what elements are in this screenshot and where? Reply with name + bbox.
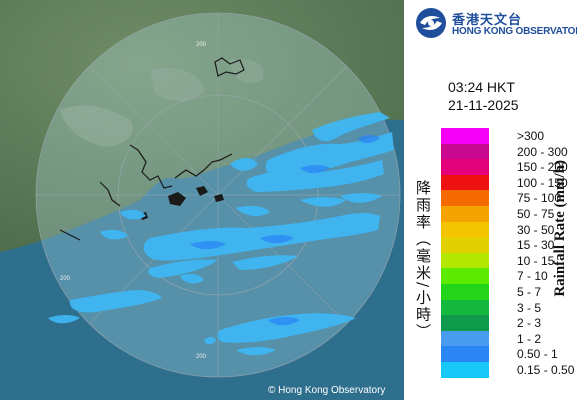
hko-emblem-icon	[416, 8, 446, 38]
radar-map: 200 200 200	[0, 0, 404, 400]
land-background	[0, 0, 404, 252]
legend-label: 0.15 - 0.50	[517, 363, 575, 377]
legend-swatch	[441, 299, 489, 316]
legend-swatch	[441, 174, 489, 191]
legend-swatch	[441, 221, 489, 238]
legend-swatch	[441, 252, 489, 269]
rainfall-rate-legend: >300 200 - 300 150 - 200 100 - 150 75 - 100 5…	[441, 128, 574, 378]
legend-label: >300	[517, 129, 545, 143]
legend-label: 7 - 10	[517, 269, 548, 284]
legend-label: 50 - 75	[517, 207, 555, 221]
ring-label-north: 200	[196, 42, 207, 48]
legend-swatch	[441, 283, 489, 300]
legend-panel: 香港天文台 HONG KONG OBSERVATORY 03:24 HKT 21…	[404, 0, 577, 400]
ring-label-south: 200	[196, 354, 207, 360]
brand-name-zh: 香港天文台	[452, 13, 523, 28]
legend-label: 5 - 7	[517, 285, 542, 299]
legend-label: 3 - 5	[517, 300, 542, 315]
legend-label: 1 - 2	[517, 331, 542, 346]
legend-label: 15 - 30	[517, 238, 555, 253]
echo-cores	[190, 135, 380, 326]
legend-label: 150 - 200	[517, 160, 568, 175]
legend-swatch	[441, 190, 489, 206]
ring-label-west: 200	[60, 276, 71, 282]
legend-label: 2 - 3	[517, 316, 542, 331]
legend-label: 100 - 150	[517, 175, 568, 190]
legend-swatch	[441, 159, 489, 175]
legend-swatch	[441, 143, 489, 160]
coastline	[59, 57, 245, 241]
brand-name-en: HONG KONG OBSERVATORY	[452, 26, 577, 37]
observation-time: 03:24 HKT	[448, 79, 515, 95]
copyright-notice: © Hong Kong Observatory	[268, 385, 386, 396]
legend-label: 200 - 300	[517, 144, 568, 159]
legend-swatch	[441, 205, 489, 222]
legend-label: 0.50 - 1	[517, 347, 558, 362]
islands	[140, 186, 224, 220]
hko-logo: 香港天文台 HONG KONG OBSERVATORY	[414, 6, 577, 40]
legend-swatch	[441, 128, 489, 144]
legend-swatch	[441, 237, 489, 253]
legend-swatch	[441, 315, 489, 331]
legend-label: 30 - 50	[517, 222, 555, 237]
legend-swatch	[441, 361, 489, 378]
legend-label: 10 - 15	[517, 253, 555, 268]
observation-date: 21-11-2025	[448, 97, 519, 113]
legend-swatch	[441, 268, 489, 284]
legend-swatch	[441, 346, 489, 362]
legend-swatch	[441, 330, 489, 347]
legend-title-zh: 降雨率（毫米/小時）	[414, 180, 432, 341]
legend-label: 75 - 100	[517, 191, 562, 206]
